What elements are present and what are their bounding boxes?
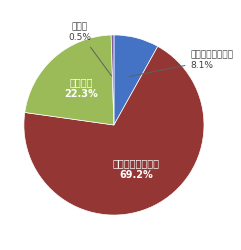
Text: 詳しく知っている
8.1%: 詳しく知っている 8.1% bbox=[129, 50, 234, 76]
Wedge shape bbox=[111, 35, 114, 125]
Text: 少しは知っている
69.2%: 少しは知っている 69.2% bbox=[113, 158, 160, 180]
Wedge shape bbox=[25, 35, 114, 125]
Text: 知らない
22.3%: 知らない 22.3% bbox=[64, 77, 98, 99]
Wedge shape bbox=[114, 35, 158, 125]
Text: 無回答
0.5%: 無回答 0.5% bbox=[68, 23, 112, 76]
Wedge shape bbox=[24, 46, 204, 215]
